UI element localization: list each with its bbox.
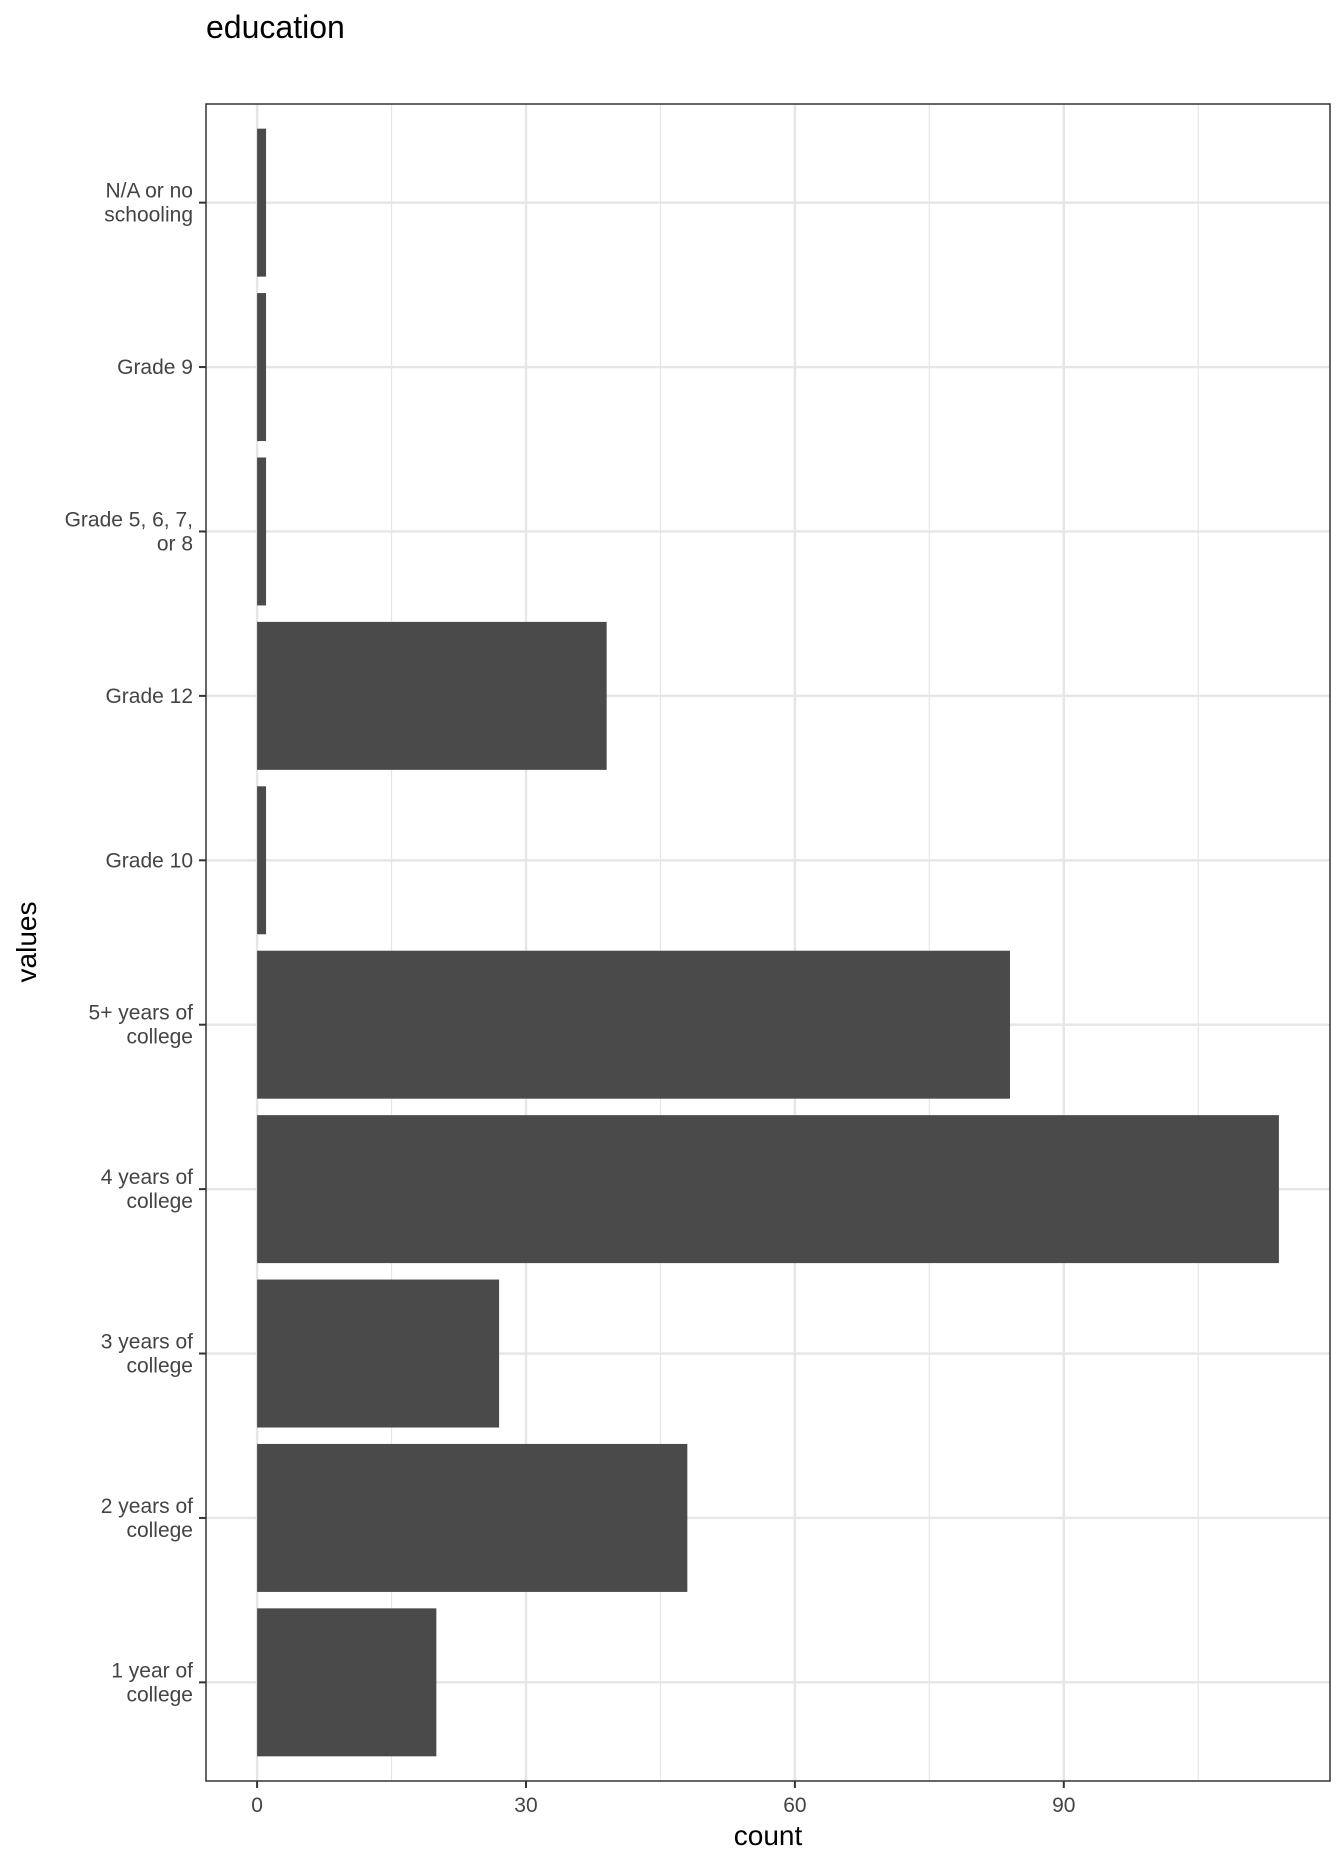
y-tick-label: 3 years of college bbox=[101, 1331, 193, 1378]
x-tick-label: 90 bbox=[1052, 1794, 1075, 1817]
bars bbox=[257, 128, 1279, 1757]
panel-border bbox=[205, 103, 1331, 1782]
bar bbox=[257, 1608, 437, 1757]
bar bbox=[257, 621, 607, 770]
y-tick-label: 2 years of college bbox=[101, 1495, 193, 1542]
y-tick-label: 1 year of college bbox=[111, 1659, 193, 1706]
bar bbox=[257, 1443, 688, 1592]
bar bbox=[257, 950, 1011, 1099]
x-axis-title: count bbox=[734, 1820, 803, 1851]
x-tick-label: 30 bbox=[514, 1794, 537, 1817]
y-tick-label: 4 years of college bbox=[101, 1166, 193, 1213]
bar bbox=[257, 457, 267, 606]
y-tick-label: N/A or no schooling bbox=[104, 180, 193, 227]
chart-title: education bbox=[206, 9, 345, 45]
y-tick-label: Grade 5, 6, 7, or 8 bbox=[65, 508, 193, 555]
bar bbox=[257, 1279, 500, 1428]
y-tick-label: Grade 12 bbox=[105, 685, 193, 708]
x-axis: 0 30 60 90 bbox=[251, 1781, 1075, 1817]
y-tick-label: Grade 9 bbox=[117, 356, 193, 379]
y-tick-label: Grade 10 bbox=[105, 849, 193, 872]
bar bbox=[257, 786, 267, 935]
bar bbox=[257, 293, 267, 442]
x-tick-label: 0 bbox=[251, 1794, 263, 1817]
y-axis-title: values bbox=[11, 902, 42, 983]
y-tick-label: 5+ years of college bbox=[89, 1002, 194, 1049]
x-tick-label: 60 bbox=[783, 1794, 806, 1817]
bar bbox=[257, 128, 267, 277]
y-axis: 1 year of college 2 years of college 3 years… bbox=[65, 180, 206, 1706]
bar bbox=[257, 1115, 1279, 1264]
